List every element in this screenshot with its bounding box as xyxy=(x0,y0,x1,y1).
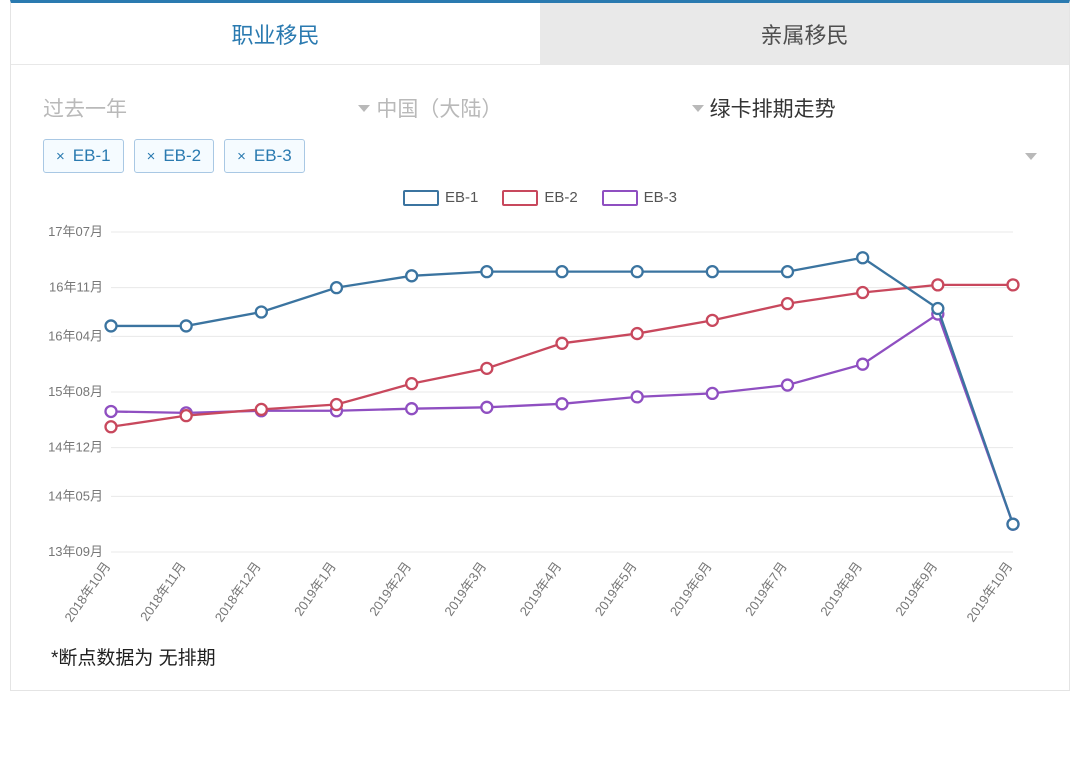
chart-title-label: 绿卡排期走势 xyxy=(710,93,836,123)
svg-text:14年12月: 14年12月 xyxy=(48,440,103,455)
chip-label: EB-3 xyxy=(254,146,292,166)
chevron-down-icon[interactable] xyxy=(1025,153,1037,160)
country-select-label: 中国（大陆） xyxy=(376,93,502,123)
svg-text:2019年4月: 2019年4月 xyxy=(517,559,565,619)
line-chart: 13年09月 14年05月 14年12月 15年08月 16年04月 16年11月 17年0… xyxy=(11,212,1021,632)
filter-controls: 过去一年 中国（大陆） 绿卡排期走势 xyxy=(11,65,1069,137)
legend-swatch xyxy=(403,190,439,206)
svg-text:2019年1月: 2019年1月 xyxy=(291,559,339,619)
country-select[interactable]: 中国（大陆） xyxy=(376,93,703,123)
legend-item-eb-1[interactable]: EB-1 xyxy=(403,189,478,206)
chart-legend: EB-1 EB-2 EB-3 xyxy=(11,189,1069,206)
series-chip-eb-2[interactable]: × EB-2 xyxy=(134,139,215,173)
chevron-down-icon xyxy=(358,105,370,112)
period-select-label: 过去一年 xyxy=(43,93,127,123)
svg-text:2019年3月: 2019年3月 xyxy=(441,559,489,619)
tab-employment[interactable]: 职业移民 xyxy=(11,3,540,64)
legend-label: EB-1 xyxy=(445,189,478,206)
period-select[interactable]: 过去一年 xyxy=(43,93,370,123)
series-chip-eb-3[interactable]: × EB-3 xyxy=(224,139,305,173)
svg-text:2019年7月: 2019年7月 xyxy=(742,559,790,619)
remove-chip-icon[interactable]: × xyxy=(237,148,246,165)
svg-text:2018年11月: 2018年11月 xyxy=(137,559,189,624)
chip-label: EB-2 xyxy=(163,146,201,166)
panel: 职业移民 亲属移民 过去一年 中国（大陆） 绿卡排期走势 ×EB-1×EB-2×… xyxy=(10,0,1070,691)
tab-bar: 职业移民 亲属移民 xyxy=(11,3,1069,65)
remove-chip-icon[interactable]: × xyxy=(56,148,65,165)
footnote: *断点数据为 无排期 xyxy=(11,641,1069,690)
legend-item-eb-2[interactable]: EB-2 xyxy=(502,189,577,206)
svg-text:2019年6月: 2019年6月 xyxy=(667,559,715,619)
chart-area: EB-1 EB-2 EB-3 13年09月 14年05月 14年12月 15年08月 16年… xyxy=(11,181,1069,641)
chevron-down-icon xyxy=(692,105,704,112)
svg-text:2018年10月: 2018年10月 xyxy=(61,559,113,624)
series-chip-eb-1[interactable]: × EB-1 xyxy=(43,139,124,173)
series-chips: × EB-1 × EB-2 × EB-3 xyxy=(11,137,1069,181)
legend-swatch xyxy=(602,190,638,206)
svg-text:2019年9月: 2019年9月 xyxy=(892,559,940,619)
svg-text:14年05月: 14年05月 xyxy=(48,488,103,503)
svg-text:17年07月: 17年07月 xyxy=(48,224,103,239)
svg-text:15年08月: 15年08月 xyxy=(48,384,103,399)
remove-chip-icon[interactable]: × xyxy=(147,148,156,165)
tab-family[interactable]: 亲属移民 xyxy=(540,3,1069,64)
svg-text:13年09月: 13年09月 xyxy=(48,544,103,559)
chart-title: 绿卡排期走势 xyxy=(710,93,1037,123)
legend-swatch xyxy=(502,190,538,206)
svg-text:2019年10月: 2019年10月 xyxy=(963,559,1015,624)
svg-text:16年04月: 16年04月 xyxy=(48,328,103,343)
svg-text:2019年5月: 2019年5月 xyxy=(592,559,640,619)
svg-text:2018年12月: 2018年12月 xyxy=(212,559,264,624)
legend-label: EB-3 xyxy=(644,189,677,206)
legend-label: EB-2 xyxy=(544,189,577,206)
svg-text:2019年2月: 2019年2月 xyxy=(366,559,414,619)
svg-text:2019年8月: 2019年8月 xyxy=(817,559,865,619)
legend-item-eb-3[interactable]: EB-3 xyxy=(602,189,677,206)
svg-text:16年11月: 16年11月 xyxy=(49,280,103,295)
chip-label: EB-1 xyxy=(73,146,111,166)
